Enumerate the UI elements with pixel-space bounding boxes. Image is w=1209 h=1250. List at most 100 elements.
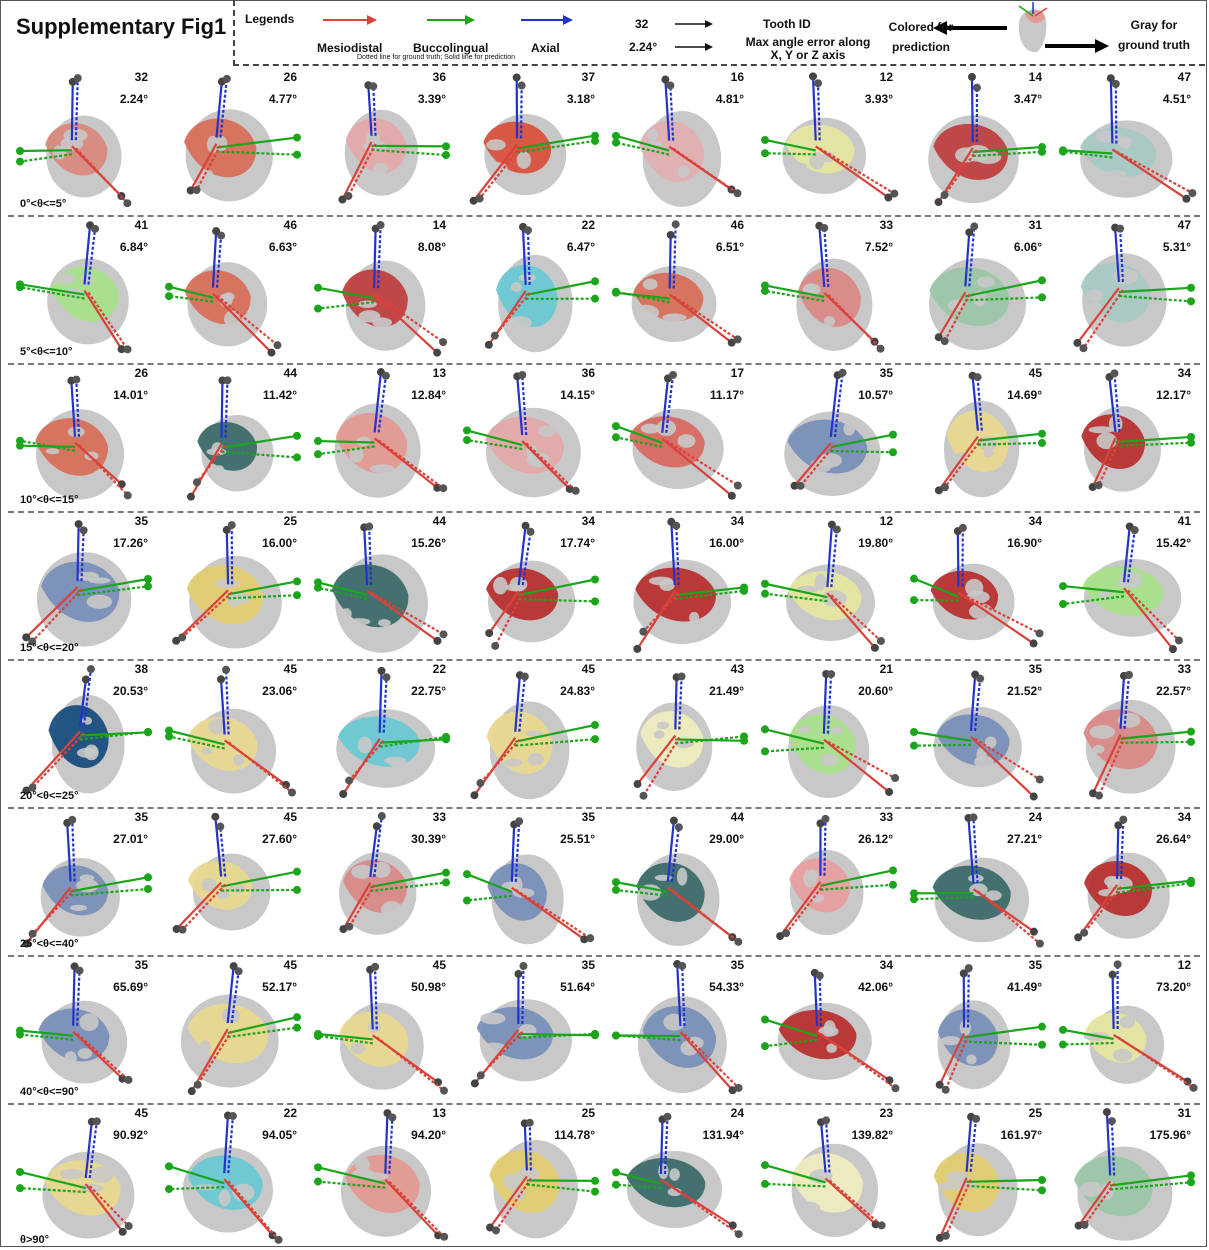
- ground-truth-patch: [493, 577, 507, 595]
- max-angle-error: 11.42°: [263, 388, 297, 402]
- axial-ground-truth-tip: [519, 962, 527, 970]
- ground-truth-patch: [1089, 426, 1115, 433]
- ground-truth-patch: [214, 465, 224, 471]
- buccolingual-ground-truth-tip: [165, 733, 173, 741]
- axial-ground-truth-tip: [816, 972, 824, 980]
- mesiodistal-ground-truth-tip: [734, 335, 742, 343]
- ground-truth-patch: [643, 279, 658, 290]
- buccolingual-prediction-tip: [889, 431, 897, 439]
- buccolingual-ground-truth-tip: [293, 591, 301, 599]
- buccolingual-ground-truth-tip: [1038, 293, 1046, 301]
- mesiodistal-ground-truth-tip: [125, 1222, 133, 1230]
- mesiodistal-ground-truth-tip: [492, 1226, 500, 1234]
- buccolingual-ground-truth-tip: [463, 436, 471, 444]
- axial-prediction: [972, 77, 973, 142]
- tooth-render: [455, 956, 605, 1102]
- tooth-id: 37: [582, 70, 595, 84]
- mesiodistal-ground-truth-tip: [193, 478, 201, 486]
- ground-truth-patch: [843, 422, 855, 436]
- buccolingual-prediction-tip: [1187, 284, 1195, 292]
- buccolingual-prediction-tip: [910, 575, 918, 583]
- max-angle-error: 11.17°: [710, 388, 744, 402]
- ground-truth-patch: [201, 748, 213, 755]
- buccolingual-prediction-tip: [144, 873, 152, 881]
- tooth-render: [604, 364, 754, 510]
- tooth-id: 44: [433, 514, 446, 528]
- buccolingual-ground-truth-tip: [314, 450, 322, 458]
- gray-ground-truth-arrow-icon: [1045, 39, 1109, 53]
- max-angle-error: 27.01°: [113, 832, 148, 846]
- tooth-id: 44: [284, 366, 297, 380]
- tooth-render: [604, 660, 754, 806]
- axial-prediction: [222, 380, 223, 437]
- tooth-render: [753, 364, 903, 510]
- max-angle-error: 51.64°: [560, 980, 595, 994]
- ground-truth-patch: [233, 754, 244, 766]
- mesiodistal-ground-truth-tip: [1036, 940, 1044, 948]
- tooth-render: [306, 956, 456, 1102]
- ground-truth-patch: [965, 579, 983, 597]
- tooth-render: [455, 68, 605, 214]
- mesiodistal-prediction-tip: [433, 349, 441, 357]
- mesiodistal-prediction-tip: [339, 790, 347, 798]
- legend-tooth-id-example: 32: [635, 17, 648, 31]
- tooth-render: [306, 68, 456, 214]
- buccolingual-prediction-tip: [442, 869, 450, 877]
- ground-truth-patch: [64, 1051, 76, 1065]
- tooth-render: [8, 364, 158, 510]
- buccolingual-ground-truth-tip: [612, 886, 620, 894]
- buccolingual-ground-truth-tip: [16, 158, 24, 166]
- buccolingual-prediction-tip: [293, 134, 301, 142]
- axial-ground-truth-tip: [1119, 816, 1127, 824]
- mesiodistal-prediction-tip: [633, 780, 641, 788]
- mesiodistal-ground-truth-tip: [124, 345, 132, 353]
- tooth-id: 14: [433, 218, 446, 232]
- legend-box: Legends: [233, 0, 1205, 66]
- max-angle-error: 42.06°: [858, 980, 893, 994]
- mesiodistal-ground-truth-tip: [639, 628, 647, 636]
- buccolingual-ground-truth-tip: [1187, 879, 1195, 887]
- ground-truth-patch: [366, 131, 380, 146]
- tooth-id: 32: [135, 70, 148, 84]
- axial-ground-truth-tip: [821, 815, 829, 823]
- axial-ground-truth-tip: [526, 1119, 534, 1127]
- ground-truth-patch: [1105, 170, 1126, 178]
- buccolingual-ground-truth-tip: [761, 747, 769, 755]
- axial-ground-truth-tip: [378, 812, 386, 820]
- mesiodistal-ground-truth-tip: [1079, 344, 1087, 352]
- ground-truth-patch: [79, 1014, 98, 1032]
- max-angle-error: 16.00°: [709, 536, 744, 550]
- tooth-render: [455, 216, 605, 362]
- mesiodistal-ground-truth-tip: [942, 1086, 950, 1094]
- ground-truth-patch: [373, 163, 388, 174]
- max-angle-error: 15.26°: [411, 536, 446, 550]
- buccolingual-prediction-tip: [463, 426, 471, 434]
- mesiodistal-ground-truth-tip: [1080, 929, 1088, 937]
- axial-ground-truth-tip: [382, 372, 390, 380]
- axial-ground-truth-tip: [216, 823, 224, 831]
- buccolingual-prediction-tip: [293, 868, 301, 876]
- tooth-render: [8, 660, 158, 806]
- mesiodistal-ground-truth-tip: [639, 792, 647, 800]
- max-angle-error: 26.12°: [858, 832, 893, 846]
- axial-prediction: [78, 524, 79, 581]
- buccolingual-ground-truth-tip: [1059, 148, 1067, 156]
- ground-truth-patch: [677, 434, 695, 448]
- buccolingual-ground-truth-tip: [314, 1032, 322, 1040]
- ground-truth-patch: [54, 273, 76, 284]
- tooth-id: 47: [1178, 70, 1191, 84]
- max-angle-error: 3.39°: [418, 92, 446, 106]
